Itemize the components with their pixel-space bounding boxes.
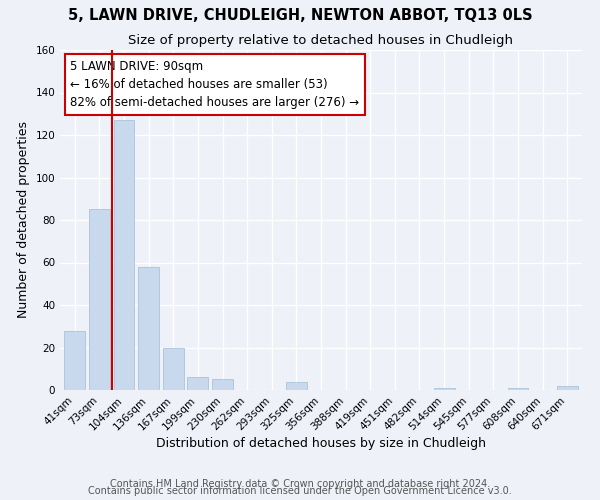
Text: Contains HM Land Registry data © Crown copyright and database right 2024.: Contains HM Land Registry data © Crown c… bbox=[110, 479, 490, 489]
Bar bbox=[138, 267, 159, 390]
Text: Contains public sector information licensed under the Open Government Licence v3: Contains public sector information licen… bbox=[88, 486, 512, 496]
Bar bbox=[64, 330, 85, 390]
Bar bbox=[557, 386, 578, 390]
Text: 5, LAWN DRIVE, CHUDLEIGH, NEWTON ABBOT, TQ13 0LS: 5, LAWN DRIVE, CHUDLEIGH, NEWTON ABBOT, … bbox=[68, 8, 532, 22]
Bar bbox=[434, 388, 455, 390]
Bar bbox=[212, 380, 233, 390]
Bar bbox=[113, 120, 134, 390]
Bar bbox=[286, 382, 307, 390]
Title: Size of property relative to detached houses in Chudleigh: Size of property relative to detached ho… bbox=[128, 34, 514, 48]
X-axis label: Distribution of detached houses by size in Chudleigh: Distribution of detached houses by size … bbox=[156, 438, 486, 450]
Text: 5 LAWN DRIVE: 90sqm
← 16% of detached houses are smaller (53)
82% of semi-detach: 5 LAWN DRIVE: 90sqm ← 16% of detached ho… bbox=[70, 60, 359, 109]
Bar bbox=[508, 388, 529, 390]
Bar bbox=[187, 378, 208, 390]
Y-axis label: Number of detached properties: Number of detached properties bbox=[17, 122, 30, 318]
Bar bbox=[89, 210, 110, 390]
Bar bbox=[163, 348, 184, 390]
